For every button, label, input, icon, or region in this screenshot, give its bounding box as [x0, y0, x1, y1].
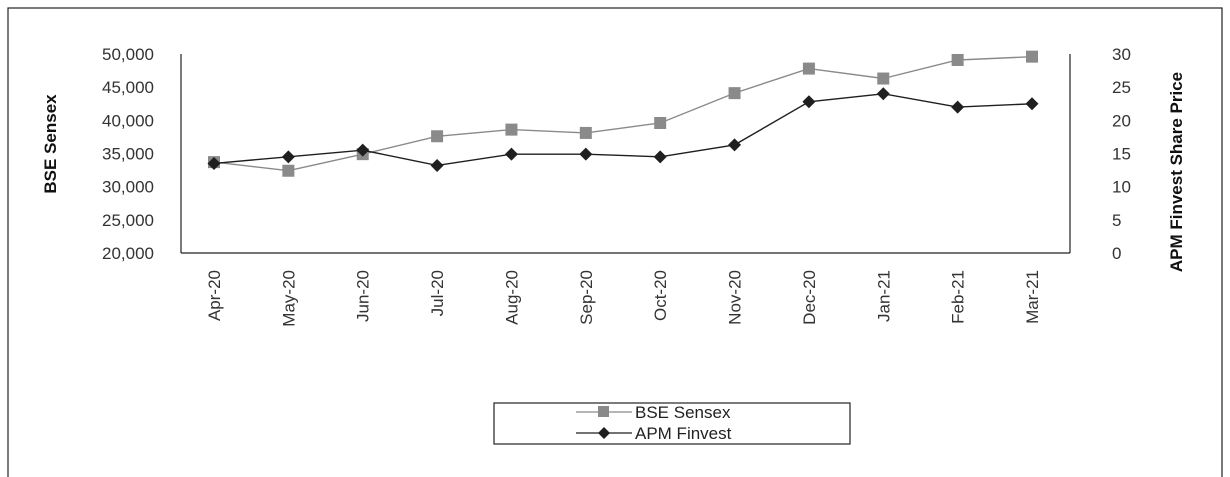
data-point-square [877, 72, 890, 85]
legend-marker-square [598, 406, 609, 417]
left-tick-label: 35,000 [102, 145, 154, 164]
x-tick-label: Jun-20 [354, 270, 373, 322]
right-tick-label: 25 [1112, 78, 1131, 97]
data-point-diamond [356, 143, 370, 157]
legend-label-bse-sensex: BSE Sensex [635, 403, 731, 422]
data-point-diamond [653, 150, 667, 164]
data-point-square [951, 53, 964, 66]
left-tick-label: 40,000 [102, 111, 154, 130]
right-tick-label: 30 [1112, 45, 1131, 64]
data-point-diamond [281, 150, 295, 164]
data-point-diamond [728, 138, 742, 152]
left-tick-label: 45,000 [102, 78, 154, 97]
x-tick-label: May-20 [279, 270, 298, 327]
data-point-square [1026, 50, 1038, 63]
axes [180, 54, 1071, 254]
x-tick-label: Apr-20 [205, 270, 224, 321]
data-point-square [579, 126, 592, 139]
series-line [213, 93, 1033, 167]
right-tick-label: 0 [1112, 244, 1121, 263]
data-point-square [505, 123, 518, 136]
left-tick-label: 50,000 [102, 45, 154, 64]
right-axis-title: APM Finvest Share Price [1167, 72, 1186, 272]
left-axis-ticks: 20,000 25,000 30,000 35,000 40,000 45,000 50,0… [102, 45, 154, 263]
right-tick-label: 20 [1112, 111, 1131, 130]
data-point-diamond [504, 147, 518, 161]
legend: BSE Sensex APM Finvest [493, 402, 851, 445]
x-tick-label: Mar-21 [1023, 270, 1042, 324]
x-tick-label: Dec-20 [800, 270, 819, 325]
left-tick-label: 25,000 [102, 211, 154, 230]
series-apm-finvest [207, 87, 1039, 172]
data-point-square [654, 116, 667, 129]
right-tick-label: 5 [1112, 211, 1121, 230]
x-tick-label: Nov-20 [726, 270, 745, 325]
x-tick-label: Jan-21 [874, 270, 893, 322]
x-tick-label: Feb-21 [949, 270, 968, 324]
x-tick-label: Aug-20 [502, 270, 521, 325]
data-point-diamond [430, 158, 444, 172]
legend-label-apm-finvest: APM Finvest [635, 424, 732, 443]
left-tick-label: 20,000 [102, 244, 154, 263]
data-point-diamond [802, 95, 816, 109]
data-point-diamond [876, 87, 890, 101]
x-tick-label: Sep-20 [577, 270, 596, 325]
legend-marker-diamond [598, 427, 610, 439]
data-point-square [802, 62, 815, 75]
data-point-diamond [1025, 97, 1039, 111]
legend-item-apm-finvest: APM Finvest [576, 424, 732, 443]
data-point-diamond [951, 100, 965, 114]
right-axis-ticks: 0 5 10 15 20 25 30 [1112, 45, 1131, 263]
series-bse-sensex [208, 50, 1038, 177]
data-point-square [431, 130, 444, 143]
legend-item-bse-sensex: BSE Sensex [576, 403, 731, 422]
series-line [213, 56, 1033, 172]
chart-frame [7, 7, 1223, 477]
data-point-square [282, 164, 295, 177]
x-axis-ticks: Apr-20 May-20 Jun-20 Jul-20 Aug-20 Sep-20 Oct-… [205, 270, 1042, 327]
data-point-square [728, 87, 741, 100]
left-axis-title: BSE Sensex [41, 94, 60, 194]
left-tick-label: 30,000 [102, 178, 154, 197]
data-point-diamond [579, 147, 593, 161]
data-point-diamond [207, 156, 221, 170]
right-tick-label: 10 [1112, 178, 1131, 197]
x-tick-label: Oct-20 [651, 270, 670, 321]
right-tick-label: 15 [1112, 145, 1131, 164]
series-layer [207, 50, 1039, 177]
x-tick-label: Jul-20 [428, 270, 447, 316]
legend-box [493, 402, 851, 445]
